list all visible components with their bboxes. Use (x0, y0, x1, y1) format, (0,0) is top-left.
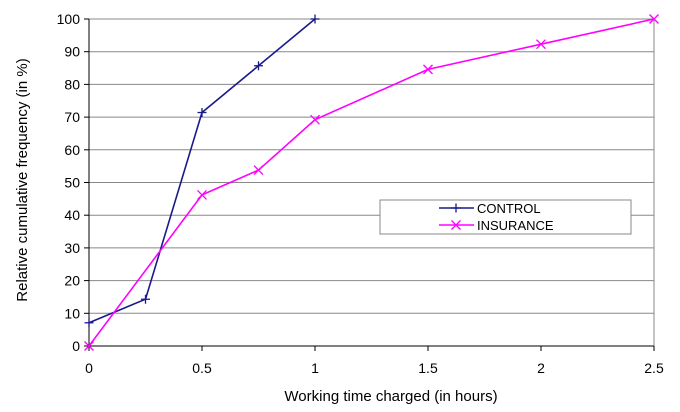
y-tick-label-5: 50 (64, 175, 80, 191)
legend: CONTROL INSURANCE (379, 199, 632, 235)
x-axis-title: Working time charged (in hours) (284, 388, 497, 405)
data-point-insurance-1-b (197, 189, 207, 200)
legend-label-control: CONTROL (477, 201, 541, 216)
data-point-control-3 (254, 61, 263, 71)
y-tick-label-4: 40 (64, 207, 80, 223)
data-point-insurance-3-b (310, 114, 320, 125)
data-point-insurance-4 (423, 64, 433, 75)
x-tick-label-4: 2 (537, 360, 545, 376)
data-point-insurance-6 (649, 14, 659, 24)
gridlines (89, 51, 654, 314)
legend-label-insurance: INSURANCE (477, 218, 554, 233)
x-tick-label-5: 2.5 (644, 360, 664, 376)
data-point-insurance-5-b (536, 39, 546, 50)
data-point-control-0 (84, 318, 94, 328)
data-point-insurance-0 (84, 341, 94, 351)
data-point-control-2 (197, 108, 207, 118)
data-point-insurance-6-b (649, 14, 659, 24)
data-point-insurance-4-b (423, 64, 433, 75)
data-point-control-1 (141, 294, 150, 304)
y-tick-label-6: 60 (64, 142, 80, 158)
data-point-insurance-0-b (84, 341, 94, 351)
data-point-insurance-3 (310, 114, 320, 125)
x-tick-label-1: 0.5 (192, 360, 212, 376)
legend-marker-insurance (451, 220, 461, 230)
legend-marker-insurance-b (451, 220, 461, 230)
x-tick-label-0: 0 (85, 360, 93, 376)
x-axis-ticks: 0 0.5 1 1.5 2 2.5 (85, 346, 664, 376)
y-axis-title: Relative cumulative frequency (in %) (14, 58, 31, 301)
legend-box (379, 199, 632, 235)
y-tick-label-3: 30 (64, 240, 80, 256)
y-tick-label-8: 80 (64, 76, 80, 92)
x-tick-label-3: 1.5 (418, 360, 438, 376)
y-tick-label-9: 90 (64, 44, 80, 60)
legend-marker-control (451, 203, 461, 213)
y-tick-label-1: 10 (64, 305, 80, 321)
series-lines (84, 14, 659, 351)
y-tick-label-10: 100 (57, 11, 81, 27)
data-point-control-4 (310, 14, 320, 24)
data-point-insurance-2 (253, 165, 264, 176)
data-point-insurance-5 (536, 39, 546, 50)
data-point-insurance-1 (197, 189, 207, 200)
x-tick-label-2: 1 (311, 360, 319, 376)
y-tick-label-2: 20 (64, 273, 80, 289)
data-point-insurance-2-b (253, 165, 264, 176)
y-tick-label-0: 0 (72, 338, 80, 354)
y-axis-ticks: 0 10 20 30 40 50 60 70 80 90 100 (57, 11, 89, 354)
y-tick-label-7: 70 (64, 109, 80, 125)
